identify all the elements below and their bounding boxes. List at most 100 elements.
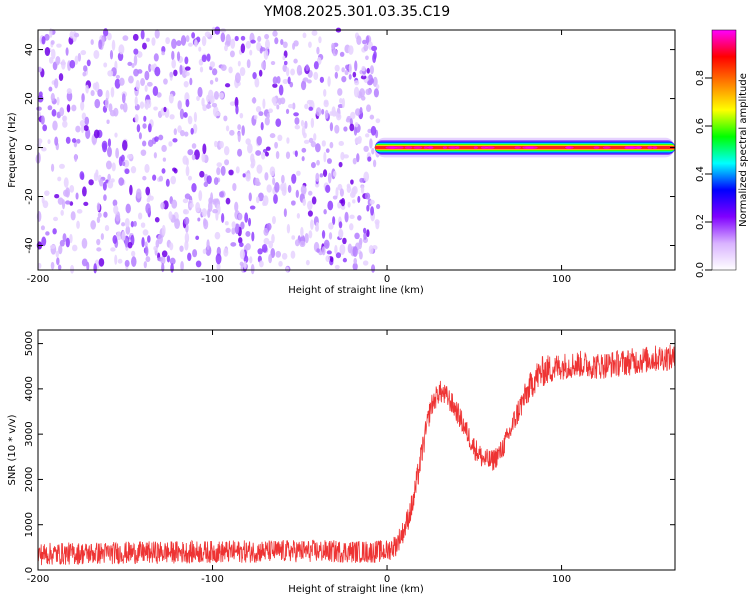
noise-cell (324, 109, 329, 119)
noise-cell (256, 164, 263, 174)
noise-cell (216, 262, 221, 271)
noise-cell (265, 146, 271, 151)
noise-cell (255, 196, 260, 204)
noise-cell (281, 174, 285, 184)
noise-cell (118, 44, 125, 55)
noise-cell (63, 177, 69, 188)
noise-cell (180, 260, 184, 271)
noise-cell (304, 103, 309, 110)
noise-cell (191, 154, 196, 161)
noise-cell (375, 118, 381, 124)
noise-cell (82, 71, 87, 77)
noise-cell (272, 30, 278, 37)
noise-cell (161, 46, 166, 54)
noise-cell (357, 195, 361, 203)
noise-cell (140, 222, 146, 228)
noise-cell (370, 125, 377, 136)
band-peak (413, 146, 423, 149)
noise-cell (187, 115, 193, 125)
noise-cell (59, 163, 65, 169)
noise-cell (147, 235, 151, 243)
noise-cell (148, 63, 152, 73)
noise-cell (229, 101, 236, 106)
noise-cell (255, 150, 262, 156)
noise-cell (361, 65, 366, 72)
noise-cell (44, 46, 51, 57)
noise-cell (201, 152, 206, 163)
noise-cell (161, 262, 165, 273)
noise-cell (223, 115, 228, 122)
noise-cell (206, 53, 211, 62)
noise-cell (207, 208, 211, 218)
noise-cell (79, 120, 86, 127)
colorbar-tick-label: 0.2 (695, 214, 706, 230)
noise-cell (174, 218, 181, 230)
noise-cell (349, 223, 354, 231)
noise-cell (171, 199, 178, 209)
noise-cell (255, 181, 261, 186)
snr-y-ticks: 0 1000 2000 3000 4000 5000 (24, 331, 675, 573)
noise-cell (327, 172, 332, 184)
noise-cell (133, 48, 139, 55)
band-peak (455, 146, 460, 149)
band-peak (404, 146, 413, 149)
noise-cell (81, 258, 88, 267)
noise-cell (223, 146, 230, 156)
noise-cell (255, 106, 262, 113)
noise-cell (339, 244, 346, 255)
noise-cell (122, 161, 126, 167)
noise-cell (257, 35, 262, 43)
noise-cell (206, 239, 210, 251)
noise-cell (234, 223, 240, 235)
noise-cell (334, 244, 338, 255)
noise-cell (225, 34, 231, 46)
noise-cell (180, 35, 187, 46)
noise-cell (375, 84, 380, 90)
noise-cell (282, 78, 289, 85)
noise-cell (264, 33, 270, 40)
noise-cell (319, 76, 325, 83)
noise-cell (131, 63, 135, 68)
noise-cell (62, 120, 68, 128)
noise-cell (147, 139, 154, 147)
noise-cell (214, 77, 219, 82)
noise-cell (315, 107, 322, 117)
noise-cell (146, 81, 153, 87)
noise-cell (234, 72, 241, 84)
noise-cell (161, 250, 168, 258)
noise-cell (296, 213, 300, 219)
noise-cell (65, 237, 70, 248)
noise-cell (352, 262, 358, 271)
noise-cell (278, 84, 284, 96)
noise-cell (173, 128, 177, 136)
colorbar-tick-label: 0.4 (695, 166, 706, 182)
noise-cell (304, 120, 308, 129)
noise-cell (237, 148, 243, 157)
noise-cell (262, 98, 266, 109)
noise-cell (184, 216, 190, 225)
noise-cell (74, 55, 79, 65)
noise-cell (261, 244, 268, 253)
noise-cell (45, 231, 50, 236)
noise-cell (367, 80, 373, 86)
noise-cell (364, 192, 371, 200)
noise-cell (81, 93, 85, 103)
noise-cell (257, 248, 263, 255)
noise-cell (123, 159, 130, 168)
noise-cell (256, 135, 262, 146)
noise-cell (280, 183, 285, 192)
noise-cell (119, 77, 125, 86)
noise-cell (139, 101, 145, 109)
noise-cell (124, 259, 130, 267)
noise-cell (258, 111, 264, 117)
noise-cell (250, 39, 256, 44)
band-peak (393, 146, 404, 149)
noise-cell (133, 220, 137, 227)
noise-cell (140, 78, 146, 86)
noise-cell (286, 223, 291, 234)
y-tick-label: -20 (24, 188, 35, 204)
noise-cell (251, 231, 255, 242)
noise-cell (154, 136, 159, 142)
noise-cell (76, 209, 83, 214)
noise-cell (340, 198, 346, 207)
